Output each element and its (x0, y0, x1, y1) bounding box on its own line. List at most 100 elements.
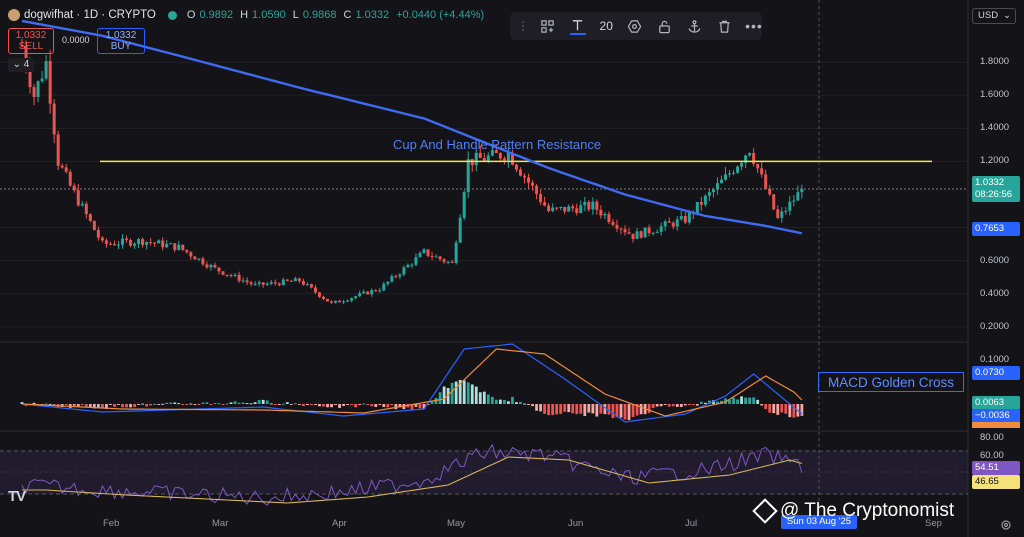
candle-body (305, 284, 309, 286)
tradingview-logo[interactable]: TV (8, 488, 26, 505)
buy-button[interactable]: 1.0332 BUY (97, 28, 145, 54)
text-tool-icon[interactable] (569, 17, 586, 35)
font-size-value[interactable]: 20 (599, 19, 613, 33)
macd-histogram-bar (366, 404, 370, 405)
currency-selector[interactable]: USD ⌄ (972, 8, 1016, 24)
macd-histogram-bar (281, 403, 285, 405)
macd-histogram-bar (101, 404, 104, 409)
candle-body (418, 252, 422, 258)
settings-hexagon-icon[interactable] (627, 18, 643, 34)
macd-histogram-bar (297, 404, 301, 405)
macd-histogram-bar (342, 404, 345, 406)
macd-histogram-bar (205, 402, 209, 404)
macd-histogram-bar (72, 404, 76, 406)
candle-body (615, 224, 619, 229)
candle-body (462, 192, 466, 218)
candle-body (724, 174, 727, 180)
macd-histogram-bar (631, 404, 635, 418)
candle-body (88, 214, 92, 221)
macd-histogram-bar (478, 392, 482, 404)
candle-body (414, 257, 418, 265)
macd-histogram-bar (350, 404, 354, 405)
symbol-header: dogwifhat · 1D · CRYPTO O 0.9892 H 1.0590 … (8, 6, 487, 24)
macd-histogram-bar (20, 402, 24, 404)
candle-body (619, 228, 623, 230)
macd-histogram-bar (157, 404, 161, 405)
indicator-count: 4 (23, 59, 30, 70)
candle-body (177, 244, 181, 250)
symbol-title[interactable]: dogwifhat · 1D · CRYPTO (24, 9, 156, 21)
macd-histogram-bar (398, 404, 402, 408)
price-axis-tick: 1.8000 (980, 56, 1010, 68)
macd-histogram-bar (728, 399, 731, 404)
macd-histogram-bar (293, 403, 297, 405)
candle-body (386, 281, 390, 284)
candle-body (60, 165, 64, 168)
watermark: @ The Cryptonomist (752, 498, 954, 524)
macd-histogram-bar (539, 404, 542, 412)
drag-handle-icon[interactable]: ⋮ (517, 19, 529, 33)
candle-body (494, 150, 498, 154)
macd-histogram-bar (265, 400, 269, 404)
candle-body (330, 301, 334, 303)
anchor-icon[interactable] (686, 18, 702, 34)
more-icon[interactable]: ••• (745, 18, 763, 34)
grid-plus-icon[interactable] (540, 18, 556, 34)
macd-histogram-bar (390, 404, 394, 406)
candle-body (358, 293, 362, 297)
candle-body (137, 239, 141, 244)
candle-body (269, 282, 273, 284)
sell-button[interactable]: 1.0332 SELL (8, 28, 54, 54)
macd-annotation[interactable]: MACD Golden Cross (818, 372, 964, 392)
change-value: +0.0440 (+4.44%) (396, 9, 485, 21)
indicators-collapse-button[interactable]: ⌄ 4 (8, 58, 34, 72)
macd-histogram-bar (121, 404, 124, 408)
candle-body (24, 45, 28, 68)
sell-label: SELL (18, 41, 44, 52)
candle-body (559, 206, 563, 208)
candle-body (285, 279, 289, 281)
candle-body (181, 244, 185, 250)
candle-body (289, 280, 293, 282)
resistance-annotation[interactable]: Cup And Handle Pattern Resistance (393, 137, 602, 152)
macd-histogram-bar (683, 404, 687, 406)
macd-histogram-bar (125, 404, 128, 408)
macd-histogram-bar (607, 404, 611, 415)
candle-body (261, 282, 265, 285)
macd-histogram-bar (169, 402, 173, 404)
candle-body (426, 249, 430, 256)
macd-histogram-bar (736, 399, 739, 404)
candle-body (56, 134, 60, 166)
candle-body (478, 152, 482, 158)
macd-histogram-bar (394, 404, 398, 410)
candle-body (523, 175, 526, 178)
trash-icon[interactable] (716, 18, 732, 34)
macd-histogram-bar (374, 404, 378, 407)
macd-histogram-bar (257, 399, 261, 404)
candle-body (209, 264, 213, 268)
candle-body (587, 201, 591, 210)
candle-body (776, 209, 780, 218)
candle-body (129, 240, 133, 246)
candle-body (736, 166, 740, 173)
candle-body (52, 103, 56, 135)
macd-histogram-bar (96, 404, 100, 409)
macd-histogram-bar (547, 404, 551, 416)
candle-body (760, 168, 764, 175)
candle-body (104, 240, 108, 244)
macd-histogram-bar (80, 404, 84, 405)
settings-gear-icon[interactable] (1000, 518, 1012, 530)
candle-body (362, 291, 366, 294)
candle-body (116, 244, 120, 246)
candle-body (800, 189, 804, 193)
candle-body (752, 152, 756, 165)
candle-body (651, 232, 655, 234)
macd-histogram-bar (165, 402, 169, 404)
macd-histogram-bar (655, 404, 659, 407)
macd-histogram-bar (627, 404, 631, 421)
unlock-icon[interactable] (657, 18, 673, 34)
candle-body (591, 201, 595, 210)
candle-body (764, 174, 768, 189)
macd-histogram-bar (241, 402, 245, 404)
